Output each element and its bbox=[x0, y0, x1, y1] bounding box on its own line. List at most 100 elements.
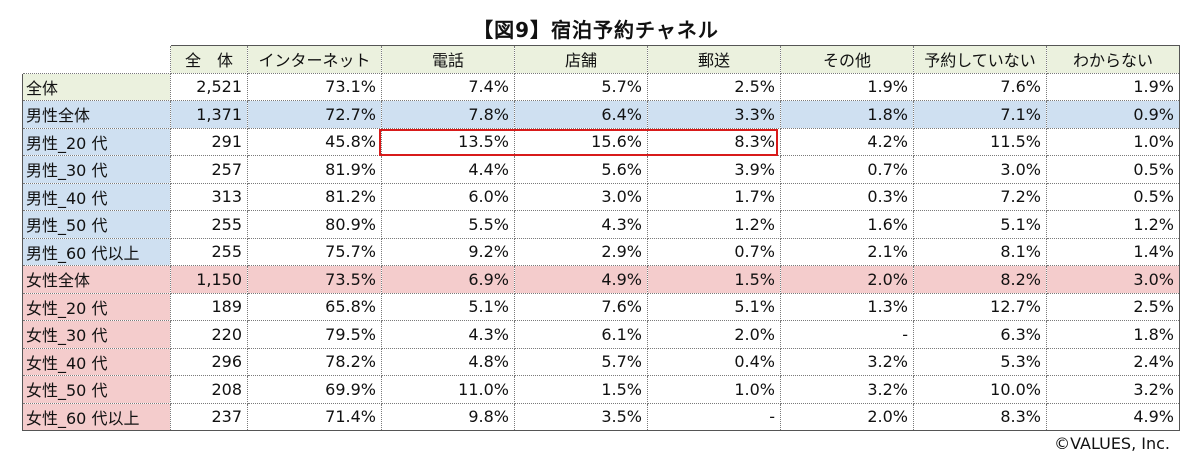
table-cell: 1,371 bbox=[170, 100, 248, 129]
row-label: 男性_40 代 bbox=[22, 182, 171, 211]
corner-cell bbox=[22, 45, 171, 74]
table-cell: 8.1% bbox=[913, 237, 1047, 266]
table-cell: 78.2% bbox=[247, 347, 382, 376]
table-cell: 0.7% bbox=[647, 237, 781, 266]
table-row: 全体 2,521 73.1% 7.4% 5.7% 2.5% 1.9% 7.6% 1.9% bbox=[22, 72, 1180, 101]
table-cell: 3.9% bbox=[647, 155, 781, 184]
row-label: 男性_60 代以上 bbox=[22, 237, 171, 266]
table-cell: 2.5% bbox=[1046, 292, 1180, 321]
table-cell: 15.6% bbox=[514, 127, 648, 156]
table-cell: 8.3% bbox=[647, 127, 781, 156]
table-cell: 1.9% bbox=[780, 72, 914, 101]
table-cell: 81.2% bbox=[247, 182, 382, 211]
table-cell: 12.7% bbox=[913, 292, 1047, 321]
row-label: 女性_30 代 bbox=[22, 320, 171, 349]
table-cell: 0.5% bbox=[1046, 182, 1180, 211]
table-cell: 8.2% bbox=[913, 265, 1047, 294]
table-row: 女性全体 1,150 73.5% 6.9% 4.9% 1.5% 2.0% 8.2% 3.0% bbox=[22, 265, 1180, 294]
row-label: 女性_50 代 bbox=[22, 375, 171, 404]
table-cell: 75.7% bbox=[247, 237, 382, 266]
column-header: 店舗 bbox=[514, 45, 648, 74]
row-label: 全体 bbox=[22, 72, 171, 101]
table-cell: 80.9% bbox=[247, 210, 382, 239]
table-cell: 5.7% bbox=[514, 72, 648, 101]
table-cell: 2,521 bbox=[170, 72, 248, 101]
table-cell: 3.0% bbox=[1046, 265, 1180, 294]
table-cell: 6.1% bbox=[514, 320, 648, 349]
table-cell: 5.1% bbox=[647, 292, 781, 321]
table-cell: 0.5% bbox=[1046, 155, 1180, 184]
table-cell: 6.9% bbox=[381, 265, 515, 294]
table-cell: 3.0% bbox=[913, 155, 1047, 184]
table-cell: 4.3% bbox=[381, 320, 515, 349]
table-cell: 9.8% bbox=[381, 402, 515, 431]
table-cell: 45.8% bbox=[247, 127, 382, 156]
column-header: インターネット bbox=[247, 45, 382, 74]
table-cell: 4.2% bbox=[780, 127, 914, 156]
table-cell: 2.9% bbox=[514, 237, 648, 266]
row-label: 女性_60 代以上 bbox=[22, 402, 171, 431]
table-cell: 220 bbox=[170, 320, 248, 349]
row-label: 男性全体 bbox=[22, 100, 171, 129]
table-cell: 7.4% bbox=[381, 72, 515, 101]
table-cell: 3.5% bbox=[514, 402, 648, 431]
table-row: 男性_40 代 313 81.2% 6.0% 3.0% 1.7% 0.3% 7.2% 0.5% bbox=[22, 182, 1180, 211]
table-cell: 73.1% bbox=[247, 72, 382, 101]
table-cell: 4.3% bbox=[514, 210, 648, 239]
table-cell: 13.5% bbox=[381, 127, 515, 156]
table-cell: 5.1% bbox=[381, 292, 515, 321]
row-label: 女性全体 bbox=[22, 265, 171, 294]
column-header: 全 体 bbox=[170, 45, 248, 74]
table-cell: 257 bbox=[170, 155, 248, 184]
table-cell: 237 bbox=[170, 402, 248, 431]
table-cell: 3.2% bbox=[780, 375, 914, 404]
table-cell: 71.4% bbox=[247, 402, 382, 431]
table-cell: 2.0% bbox=[780, 402, 914, 431]
table-cell: 5.1% bbox=[913, 210, 1047, 239]
table-cell: 72.7% bbox=[247, 100, 382, 129]
table-cell: 2.4% bbox=[1046, 347, 1180, 376]
table-cell: 0.3% bbox=[780, 182, 914, 211]
table-cell: 4.8% bbox=[381, 347, 515, 376]
table-cell: 1.2% bbox=[647, 210, 781, 239]
table-cell: 2.5% bbox=[647, 72, 781, 101]
table-cell: 1.9% bbox=[1046, 72, 1180, 101]
table-cell: 313 bbox=[170, 182, 248, 211]
table-cell: 0.4% bbox=[647, 347, 781, 376]
table-cell: 81.9% bbox=[247, 155, 382, 184]
row-label: 女性_20 代 bbox=[22, 292, 171, 321]
table-row: 男性全体 1,371 72.7% 7.8% 6.4% 3.3% 1.8% 7.1% 0.9% bbox=[22, 100, 1180, 129]
header-row: 全 体インターネット 電話 店舗 郵送 その他 予約していない わからない bbox=[22, 45, 1180, 74]
row-label: 男性_30 代 bbox=[22, 155, 171, 184]
table-cell: 65.8% bbox=[247, 292, 382, 321]
table-cell: 1,150 bbox=[170, 265, 248, 294]
table-cell: 79.5% bbox=[247, 320, 382, 349]
table-cell: 9.2% bbox=[381, 237, 515, 266]
table-cell: 1.4% bbox=[1046, 237, 1180, 266]
table-cell: 1.6% bbox=[780, 210, 914, 239]
table-cell: 1.0% bbox=[647, 375, 781, 404]
table-cell: 7.6% bbox=[514, 292, 648, 321]
column-header: わからない bbox=[1046, 45, 1180, 74]
table-cell: 10.0% bbox=[913, 375, 1047, 404]
table-cell: 296 bbox=[170, 347, 248, 376]
table-cell: 6.0% bbox=[381, 182, 515, 211]
table-cell: 1.2% bbox=[1046, 210, 1180, 239]
table-cell: 1.5% bbox=[514, 375, 648, 404]
column-header: 予約していない bbox=[913, 45, 1047, 74]
table-cell: 3.2% bbox=[1046, 375, 1180, 404]
column-header: 郵送 bbox=[647, 45, 781, 74]
table-cell: 1.8% bbox=[1046, 320, 1180, 349]
table-cell: 1.3% bbox=[780, 292, 914, 321]
table-cell: - bbox=[647, 402, 781, 431]
table-cell: 6.4% bbox=[514, 100, 648, 129]
table-cell: 3.0% bbox=[514, 182, 648, 211]
table-cell: 189 bbox=[170, 292, 248, 321]
column-header: その他 bbox=[780, 45, 914, 74]
column-header: 電話 bbox=[381, 45, 515, 74]
table-cell: 73.5% bbox=[247, 265, 382, 294]
table-cell: 2.1% bbox=[780, 237, 914, 266]
table-cell: 291 bbox=[170, 127, 248, 156]
table-cell: 255 bbox=[170, 237, 248, 266]
table-cell: 4.4% bbox=[381, 155, 515, 184]
